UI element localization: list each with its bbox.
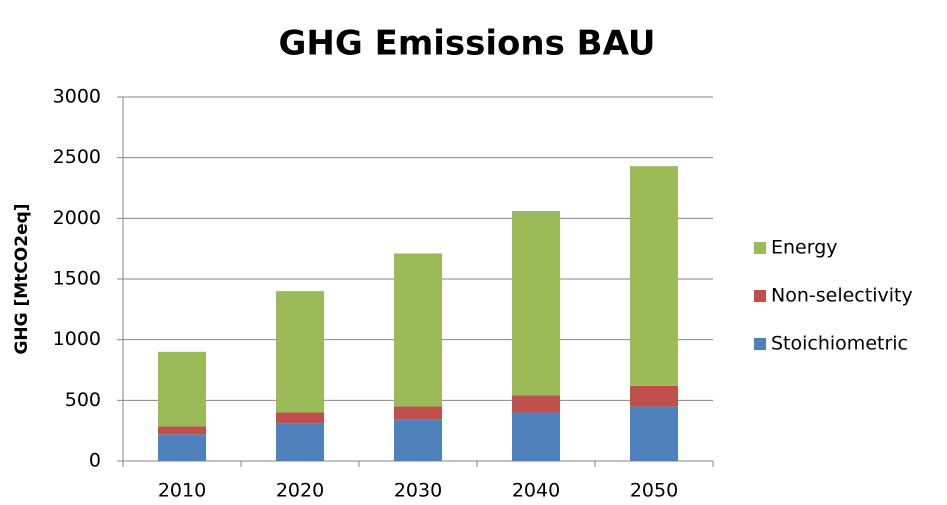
- bar-segment: [394, 419, 442, 461]
- bar-segment: [276, 423, 324, 461]
- bar-segment: [512, 211, 560, 396]
- bar-segment: [394, 406, 442, 420]
- legend-label: Stoichiometric: [771, 333, 908, 355]
- legend-label: Non-selectivity: [771, 285, 913, 307]
- legend-swatch: [754, 338, 766, 350]
- bar-segment: [158, 434, 206, 461]
- x-tick-label: 2010: [158, 480, 206, 502]
- y-tick-label: 1000: [53, 328, 101, 350]
- x-tick-label: 2050: [630, 480, 678, 502]
- legend-label: Energy: [771, 237, 838, 259]
- y-tick-label: 500: [65, 389, 101, 411]
- bar-segment: [276, 291, 324, 413]
- y-tick-label: 1500: [53, 268, 101, 290]
- bar-segment: [512, 395, 560, 413]
- chart-title: GHG Emissions BAU: [279, 24, 656, 64]
- bar-segment: [394, 253, 442, 407]
- y-tick-label: 3000: [53, 86, 101, 108]
- y-tick-label: 2000: [53, 207, 101, 229]
- bar-segment: [158, 426, 206, 435]
- legend-swatch: [754, 242, 766, 254]
- x-tick-label: 2030: [394, 480, 442, 502]
- bar-segment: [630, 166, 678, 386]
- bar-segment: [158, 351, 206, 427]
- bar-segment: [276, 412, 324, 424]
- x-tick-label: 2020: [276, 480, 324, 502]
- bar-segment: [630, 385, 678, 407]
- bar-segment: [630, 406, 678, 461]
- y-axis-label: GHG [MtCO2eq]: [12, 203, 32, 354]
- x-tick-label: 2040: [512, 480, 560, 502]
- legend-swatch: [754, 290, 766, 302]
- y-tick-label: 2500: [53, 146, 101, 168]
- bar-segment: [512, 412, 560, 461]
- y-tick-label: 0: [89, 450, 101, 472]
